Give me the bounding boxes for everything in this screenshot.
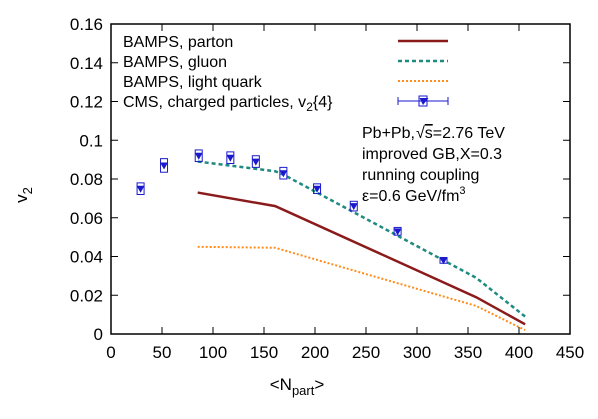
y-tick-label: 0.08 — [70, 170, 103, 189]
cms-sys-error-box — [136, 182, 145, 195]
cms-sys-error-box — [194, 149, 203, 163]
plot-frame — [110, 23, 571, 335]
annotation: Pb+Pb,√s=2.76 TeV improved GB,X=0.3 runn… — [362, 125, 505, 205]
legend-label-cms: CMS, charged particles, v2{4} — [123, 94, 333, 114]
x-tick-label: 400 — [505, 343, 533, 362]
cms-data-point — [160, 162, 169, 170]
x-tick-label: 0 — [106, 343, 115, 362]
cms-data-point — [194, 152, 203, 160]
series-gluon-line — [197, 160, 526, 318]
cms-data-point — [279, 170, 288, 178]
x-tick-label: 450 — [556, 343, 584, 362]
cms-data-point — [439, 257, 448, 265]
cms-data-point — [313, 185, 322, 193]
series-parton-line — [197, 191, 526, 326]
cms-data-point — [349, 203, 358, 211]
legend: BAMPS, parton BAMPS, gluon BAMPS, light … — [123, 34, 449, 114]
y-tick-label: 0.14 — [70, 54, 103, 73]
series-lines — [197, 160, 526, 332]
x-tick-label: 350 — [454, 343, 482, 362]
axis-ticks: 0 50 100 150 200 250 300 350 400 450 0 0.02 0.04 0.06… — [70, 15, 584, 362]
cms-sys-error-box — [313, 183, 322, 195]
y-axis-label: v2 — [12, 187, 35, 203]
cms-sys-error-box — [226, 151, 235, 164]
cms-data-point — [136, 185, 145, 193]
cms-sys-error-box — [160, 158, 169, 173]
legend-swatch-cms-marker — [419, 98, 429, 105]
x-tick-label: 200 — [301, 343, 329, 362]
x-tick-label: 100 — [199, 343, 227, 362]
y-tick-label: 0.16 — [70, 15, 103, 34]
cms-data-point — [393, 228, 402, 236]
x-tick-label: 150 — [250, 343, 278, 362]
cms-sys-error-box — [279, 166, 288, 180]
legend-swatch-cms-box — [418, 95, 428, 107]
y-tick-label: 0.12 — [70, 93, 103, 112]
y-tick-label: 0.06 — [70, 209, 103, 228]
y-tick-label: 0.04 — [70, 248, 103, 267]
legend-label-light-quark: BAMPS, light quark — [123, 74, 263, 91]
cms-data-point — [251, 158, 260, 166]
data-points — [136, 149, 448, 265]
x-axis-label: <Npart> — [270, 375, 325, 398]
annotation-line-1: Pb+Pb,√s=2.76 TeV — [362, 125, 505, 142]
y-tick-label: 0.1 — [79, 131, 103, 150]
y-tick-label: 0 — [94, 325, 103, 344]
cms-sys-error-box — [349, 200, 358, 212]
cms-data-point — [226, 154, 235, 162]
x-tick-label: 250 — [352, 343, 380, 362]
x-tick-label: 300 — [403, 343, 431, 362]
annotation-line-4: ε=0.6 GeV/fm3 — [362, 185, 466, 205]
x-tick-label: 50 — [153, 343, 172, 362]
legend-label-parton: BAMPS, parton — [123, 34, 233, 51]
cms-sys-error-box — [251, 155, 260, 168]
annotation-line-2: improved GB,X=0.3 — [362, 146, 502, 163]
legend-label-gluon: BAMPS, gluon — [123, 54, 227, 71]
y-tick-label: 0.02 — [70, 286, 103, 305]
annotation-line-3: running coupling — [362, 167, 479, 184]
